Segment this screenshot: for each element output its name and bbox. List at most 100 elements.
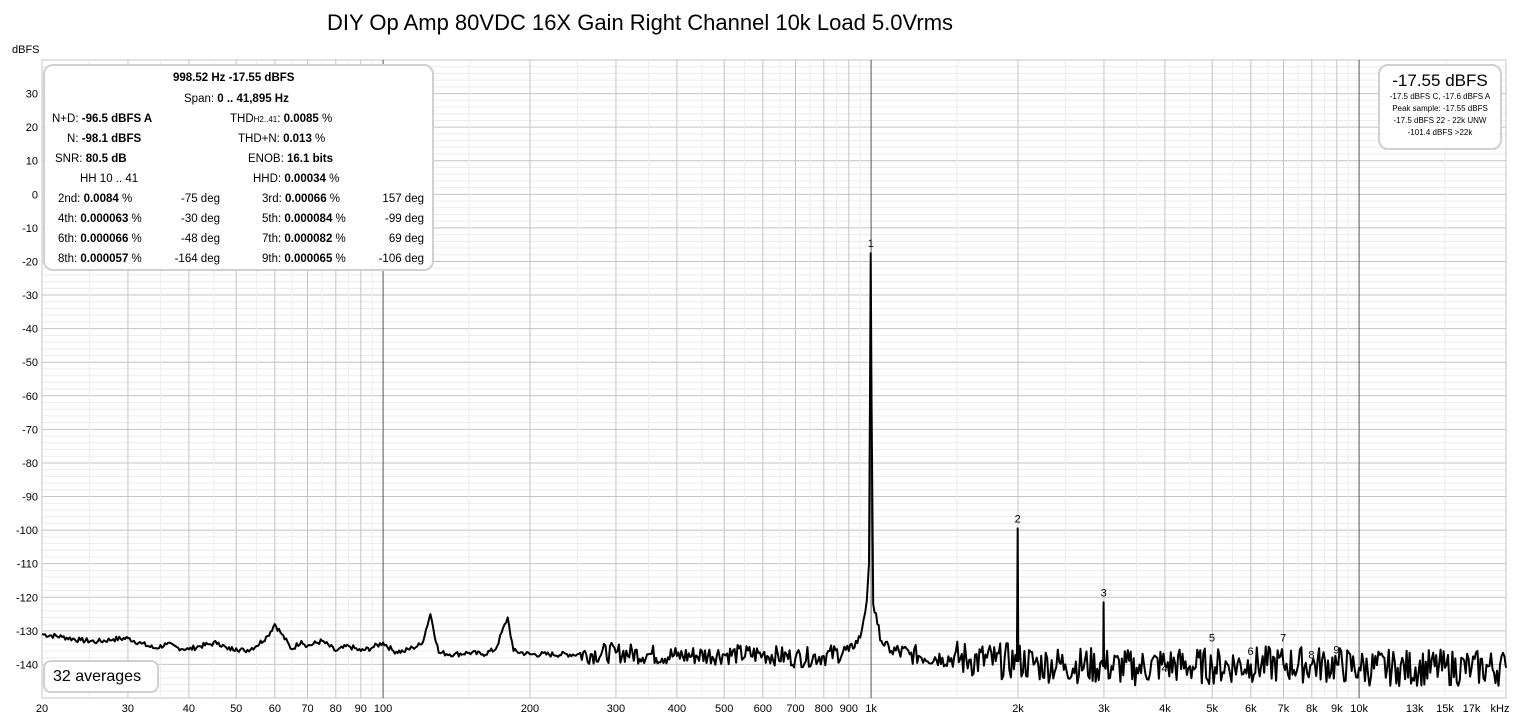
harmonic-order-label: 5th: <box>262 213 282 225</box>
harmonic-order-label: 7th: <box>262 233 282 245</box>
thdn-label: THD+N: <box>238 133 280 145</box>
x-tick-label: 500 <box>715 703 733 715</box>
x-tick-label: 6k <box>1245 703 1257 715</box>
snr-label: SNR: <box>55 153 83 165</box>
y-tick-label: -100 <box>16 525 38 537</box>
harmonic-order-label: 4th: <box>58 213 78 225</box>
x-tick-label: 300 <box>607 703 625 715</box>
level-line-unweighted: -17.5 dBFS 22 - 22k UNW <box>1393 116 1487 125</box>
fundamental-readout: 998.52 Hz -17.55 dBFS <box>173 72 295 84</box>
harmonic-percent: 0.00066 <box>281 193 327 205</box>
x-tick-label: 600 <box>754 703 772 715</box>
harmonic-percent: 0.000063 <box>77 213 129 225</box>
y-tick-label: -130 <box>16 626 38 638</box>
span-readout: Span: 0 .. 41,895 Hz <box>184 93 289 105</box>
harmonic-phase: -30 deg <box>180 213 220 225</box>
hhd-readout: HHD: 0.00034 % <box>253 173 339 185</box>
level-meter-panel: -17.55 dBFS -17.5 dBFS C, -17.6 dBFS A P… <box>1378 64 1502 150</box>
y-tick-label: -120 <box>16 592 38 604</box>
harmonic-unit: % <box>332 213 346 225</box>
thd-value: 0.0085 <box>283 113 319 125</box>
harmonic-row-value: 9th: 0.000065 % <box>262 253 346 265</box>
harmonic-row-value: 7th: 0.000082 % <box>262 233 346 245</box>
harmonic-order-label: 3rd: <box>262 193 282 205</box>
harmonic-phase: 69 deg <box>388 233 424 245</box>
x-tick-label: 13k <box>1406 703 1424 715</box>
x-tick-label: 50 <box>230 703 242 715</box>
harmonic-percent: 0.000065 <box>281 253 333 265</box>
y-axis-unit: dBFS <box>12 44 40 56</box>
y-tick-label: -80 <box>22 458 38 470</box>
span-label: Span: <box>184 93 215 105</box>
hhd-value: 0.00034 <box>284 173 326 185</box>
span-value: 0 .. 41,895 Hz <box>217 93 289 105</box>
enob-readout: ENOB: 16.1 bits <box>248 153 333 165</box>
thd-colon: : <box>277 113 281 125</box>
harmonic-marker-2: 2 <box>1015 513 1021 525</box>
harmonic-unit: % <box>128 253 142 265</box>
harmonic-phase: -48 deg <box>180 233 220 245</box>
x-tick-label: 700 <box>786 703 804 715</box>
harmonic-unit: % <box>332 233 346 245</box>
harmonic-row-value: 8th: 0.000057 % <box>58 253 142 265</box>
enob-value: 16.1 bits <box>287 153 334 165</box>
harmonic-unit: % <box>326 193 341 205</box>
harmonic-phase: -164 deg <box>174 253 220 265</box>
x-tick-label: 1k <box>865 703 877 715</box>
x-tick-label: 4k <box>1159 703 1171 715</box>
harmonic-unit: % <box>128 233 142 245</box>
x-tick-label: 40 <box>183 703 195 715</box>
hhd-label: HHD: <box>253 173 282 185</box>
level-main-readout: -17.55 dBFS <box>1392 71 1488 90</box>
harmonic-marker-4: 4 <box>1162 663 1168 675</box>
y-tick-label: -70 <box>22 424 38 436</box>
level-line-peak: Peak sample: -17.55 dBFS <box>1392 104 1488 113</box>
harmonic-order-label: 9th: <box>262 253 282 265</box>
x-tick-label: 17k <box>1463 703 1481 715</box>
level-line-above-22k: -101.4 dBFS >22k <box>1407 128 1473 137</box>
harmonic-phase: 157 deg <box>382 193 424 205</box>
harmonic-order-label: 8th: <box>58 253 78 265</box>
x-tick-label: 8k <box>1306 703 1318 715</box>
x-tick-label: 100 <box>374 703 392 715</box>
thd-readout: THDH2..41: 0.0085 % <box>230 113 332 125</box>
x-tick-label: 9k <box>1331 703 1343 715</box>
x-tick-label: 900 <box>840 703 858 715</box>
y-tick-label: -30 <box>22 290 38 302</box>
noise-readout: N: -98.1 dBFS <box>67 133 141 145</box>
x-tick-label: 15k <box>1436 703 1454 715</box>
thdn-readout: THD+N: 0.013 % <box>238 133 325 145</box>
harmonic-phase: -75 deg <box>180 193 220 205</box>
x-tick-label: 3k <box>1098 703 1110 715</box>
harmonic-marker-5: 5 <box>1209 633 1215 645</box>
thdn-unit: % <box>315 133 326 145</box>
y-tick-label: 10 <box>26 156 38 168</box>
x-tick-label: 90 <box>355 703 367 715</box>
y-axis-ticks: 30 20 10 0 -10 -20 -30 -40 -50 -60 -70 -80 -90 -100 -1… <box>16 89 38 672</box>
thdn-value: 0.013 <box>283 133 312 145</box>
nd-label: N+D: <box>52 113 79 125</box>
x-tick-label: 80 <box>330 703 342 715</box>
harmonic-row-value: 5th: 0.000084 % <box>262 213 346 225</box>
y-tick-label: -40 <box>22 324 38 336</box>
x-tick-label: 60 <box>269 703 281 715</box>
harmonic-markers: 1 2 3 4 5 6 7 8 9 <box>868 238 1340 675</box>
spectrum-line <box>41 252 1507 688</box>
harmonic-percent: 0.0084 <box>80 193 119 205</box>
harmonic-percent: 0.000082 <box>281 233 333 245</box>
harmonic-row-value: 3rd: 0.00066 % <box>262 193 340 205</box>
x-tick-label: 70 <box>301 703 313 715</box>
enob-label: ENOB: <box>248 153 284 165</box>
harmonic-percent: 0.000084 <box>281 213 333 225</box>
y-tick-label: 30 <box>26 89 38 101</box>
distortion-stats-panel: 998.52 Hz -17.55 dBFS Span: 0 .. 41,895 … <box>43 64 434 271</box>
harmonic-unit: % <box>128 213 142 225</box>
harmonic-row-value: 6th: 0.000066 % <box>58 233 142 245</box>
x-axis-unit: kHz <box>1491 703 1510 715</box>
harmonic-percent: 0.000057 <box>77 253 129 265</box>
x-tick-label: 800 <box>815 703 833 715</box>
grid <box>41 59 1507 699</box>
n-value: -98.1 dBFS <box>81 133 142 145</box>
harmonic-marker-3: 3 <box>1101 587 1107 599</box>
